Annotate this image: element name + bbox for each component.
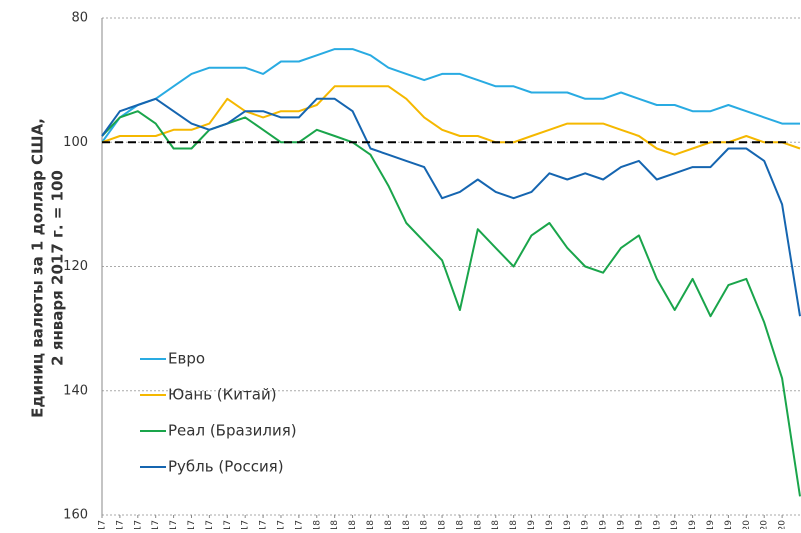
x-tick-label: апр 17 [151, 520, 161, 529]
y-tick-label: 100 [63, 135, 88, 150]
x-tick-label: май 17 [169, 520, 179, 529]
x-tick-label: авг 18 [438, 520, 448, 529]
x-tick-label: дек 19 [724, 520, 734, 529]
legend-label: Евро [168, 350, 205, 368]
x-tick-label: окт 17 [259, 520, 269, 529]
x-tick-label: янв 20 [742, 520, 752, 529]
x-tick-label: авг 17 [223, 520, 233, 529]
x-tick-label: мар 20 [778, 520, 788, 529]
x-tick-label: фев 17 [115, 520, 125, 529]
x-tick-label: фев 20 [760, 520, 770, 529]
x-tick-label: окт 18 [473, 520, 483, 529]
x-tick-label: май 18 [384, 520, 394, 529]
series-line [101, 48, 800, 143]
y-axis-title: 2 января 2017 г. = 100 [49, 170, 67, 366]
x-tick-label: авг 19 [652, 520, 662, 529]
x-tick-label: ноя 19 [706, 520, 716, 529]
legend-label: Рубль (Россия) [168, 458, 284, 476]
x-tick-label: май 19 [599, 520, 609, 529]
x-tick-label: июн 17 [187, 520, 197, 529]
legend-label: Реал (Бразилия) [168, 422, 297, 440]
x-tick-label: сен 19 [670, 520, 680, 529]
y-tick-label: 160 [63, 508, 88, 523]
x-tick-label: фев 19 [545, 520, 555, 529]
x-tick-label: апр 18 [366, 520, 376, 529]
x-tick-label: дек 18 [509, 520, 519, 529]
series-line [101, 97, 801, 317]
x-tick-label: янв 17 [98, 520, 108, 529]
y-tick-label: 140 [63, 383, 88, 398]
x-tick-label: мар 17 [133, 520, 143, 529]
series-line [101, 85, 801, 156]
y-axis-title: Единиц валюты за 1 доллар США, [29, 118, 47, 418]
x-tick-label: июл 17 [205, 520, 215, 529]
x-tick-label: июн 18 [402, 520, 412, 529]
x-tick-label: июл 18 [420, 520, 430, 529]
x-tick-label: июл 19 [634, 520, 644, 529]
x-tick-label: мар 18 [348, 520, 358, 529]
x-tick-label: окт 19 [688, 520, 698, 529]
x-tick-label: сен 18 [455, 520, 465, 529]
x-tick-label: дек 17 [294, 520, 304, 529]
x-tick-label: апр 19 [581, 520, 591, 529]
x-tick-label: ноя 17 [276, 520, 286, 529]
x-tick-label: мар 19 [563, 520, 573, 529]
x-tick-label: июн 19 [617, 520, 627, 529]
x-tick-label: фев 18 [330, 520, 340, 529]
y-tick-label: 80 [71, 11, 88, 26]
y-tick-label: 120 [63, 259, 88, 274]
legend-label: Юань (Китай) [168, 386, 277, 404]
x-tick-label: янв 19 [527, 520, 537, 529]
x-tick-label: ноя 18 [491, 520, 501, 529]
x-tick-label: янв 18 [312, 520, 322, 529]
x-tick-label: сен 17 [241, 520, 251, 529]
